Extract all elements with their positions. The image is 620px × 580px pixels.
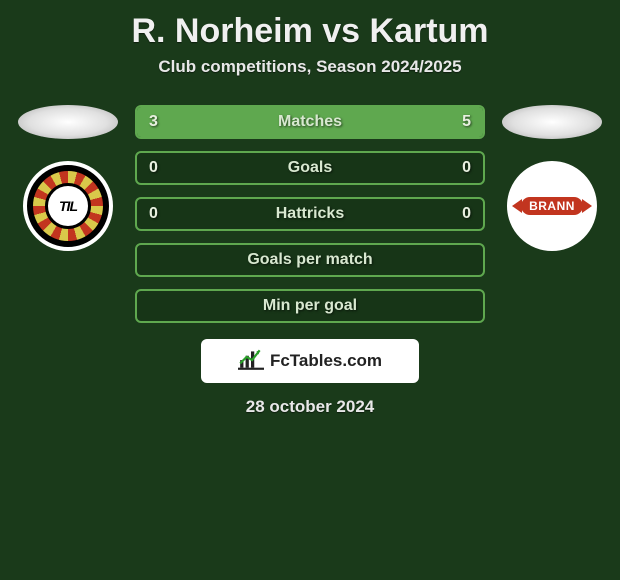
- stat-label: Min per goal: [263, 297, 357, 315]
- stat-value-left: 0: [149, 159, 158, 177]
- stat-value-right: 0: [462, 159, 471, 177]
- left-player-avatar: [18, 105, 118, 139]
- stat-row: 3 5 Matches: [135, 105, 485, 139]
- stat-label: Goals: [288, 159, 332, 177]
- site-name: FcTables.com: [270, 351, 382, 371]
- site-badge[interactable]: FcTables.com: [201, 339, 419, 383]
- stat-value-right: 5: [462, 113, 471, 131]
- stat-value-left: 3: [149, 113, 158, 131]
- stat-row: 0 0 Hattricks: [135, 197, 485, 231]
- right-club-badge: BRANN: [507, 161, 597, 251]
- stat-label: Matches: [278, 113, 342, 131]
- stat-label: Hattricks: [276, 205, 344, 223]
- comparison-row: TIL 3 5 Matches 0 0 Goals 0 0 Hattricks Goals per…: [10, 105, 610, 323]
- chart-icon: [238, 348, 264, 375]
- left-club-short: TIL: [45, 183, 91, 229]
- left-player-column: TIL: [13, 105, 123, 251]
- stat-value-right: 0: [462, 205, 471, 223]
- page-title: R. Norheim vs Kartum: [10, 0, 610, 57]
- page-subtitle: Club competitions, Season 2024/2025: [10, 57, 610, 105]
- stat-value-left: 0: [149, 205, 158, 223]
- stat-row: Goals per match: [135, 243, 485, 277]
- left-club-badge: TIL: [23, 161, 113, 251]
- right-club-short: BRANN: [521, 197, 583, 215]
- snapshot-date: 28 october 2024: [10, 397, 610, 417]
- stats-column: 3 5 Matches 0 0 Goals 0 0 Hattricks Goals per mat…: [135, 105, 485, 323]
- stat-label: Goals per match: [247, 251, 372, 269]
- right-player-column: BRANN: [497, 105, 607, 251]
- stat-row: Min per goal: [135, 289, 485, 323]
- stat-row: 0 0 Goals: [135, 151, 485, 185]
- right-player-avatar: [502, 105, 602, 139]
